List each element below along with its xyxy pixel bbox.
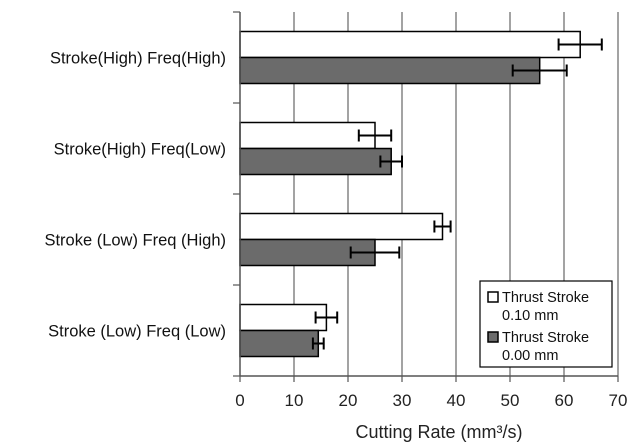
legend: Thrust Stroke 0.10 mm Thrust Stroke 0.00 mm [479, 280, 613, 368]
bar [239, 212, 444, 241]
legend-label: 0.00 mm [502, 348, 558, 364]
legend-label: Thrust Stroke [502, 290, 589, 306]
bar [239, 329, 320, 358]
legend-label: Thrust Stroke [502, 330, 589, 346]
x-tick-label: 40 [447, 391, 466, 410]
bar [239, 121, 376, 150]
x-tick-label: 60 [555, 391, 574, 410]
axes [233, 11, 619, 382]
bar [239, 56, 541, 85]
x-tick-label: 10 [285, 391, 304, 410]
category-label: Stroke(High) Freq(Low) [54, 141, 226, 159]
category-label: Stroke (Low) Freq (Low) [48, 323, 226, 341]
x-tick-label: 70 [609, 391, 628, 410]
x-tick-label: 20 [339, 391, 358, 410]
bar [239, 303, 328, 332]
category-labels: Stroke(High) Freq(High) Stroke(High) Freq… [44, 50, 226, 341]
bars [239, 30, 581, 358]
legend-box [479, 280, 613, 368]
bar [239, 30, 581, 59]
legend-swatch [487, 331, 499, 343]
x-tick-label: 30 [393, 391, 412, 410]
legend-swatch [487, 291, 499, 303]
category-label: Stroke(High) Freq(High) [50, 50, 226, 68]
x-tick-labels: 0 10 20 30 40 50 60 70 [235, 391, 627, 410]
x-tick-label: 0 [235, 391, 244, 410]
legend-label: 0.10 mm [502, 308, 558, 324]
x-tick-label: 50 [501, 391, 520, 410]
error-bars [311, 38, 603, 350]
bar [239, 147, 392, 176]
category-label: Stroke (Low) Freq (High) [44, 232, 226, 250]
x-axis-title: Cutting Rate (mm³/s) [355, 422, 522, 442]
